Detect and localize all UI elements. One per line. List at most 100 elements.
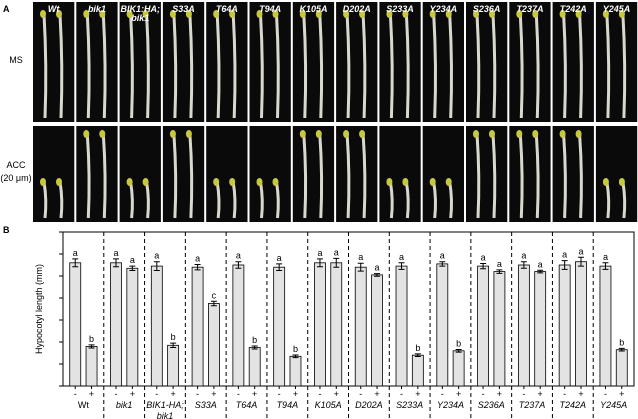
cotyledon	[489, 130, 495, 138]
photo	[379, 126, 421, 222]
significance-letter: a	[538, 259, 543, 269]
photo	[206, 126, 248, 222]
significance-letter: b	[415, 343, 420, 353]
seedling	[432, 181, 437, 219]
seedling	[129, 13, 134, 119]
treatment-label: +	[211, 389, 216, 399]
cotyledon	[169, 10, 176, 18]
treatment-label: +	[578, 389, 583, 399]
cotyledon	[602, 10, 609, 18]
seedling	[432, 13, 437, 119]
cotyledon	[126, 178, 133, 186]
treatment-label: -	[441, 389, 444, 399]
bar	[208, 303, 220, 387]
bar	[167, 344, 180, 387]
seedling	[215, 13, 221, 119]
treatment-label: -	[155, 389, 158, 399]
seedling	[578, 13, 583, 119]
bar	[599, 265, 612, 387]
bar	[452, 350, 465, 387]
seedling	[388, 181, 394, 219]
seedling	[231, 181, 237, 219]
significance-letter: a	[497, 259, 502, 269]
seedling	[85, 133, 91, 219]
label: S236A	[473, 4, 501, 14]
error-bar	[129, 265, 136, 271]
treatment-label: +	[619, 389, 624, 399]
seedling	[605, 181, 611, 219]
treatment-label: +	[170, 389, 175, 399]
error-bar	[602, 262, 609, 270]
significance-letter: a	[317, 248, 322, 258]
seedling	[42, 13, 48, 119]
error-bar	[480, 262, 487, 270]
seedling	[85, 13, 91, 119]
treatment-label: +	[538, 389, 543, 399]
cotyledon	[229, 10, 236, 18]
bar	[191, 266, 204, 387]
treatment-label: +	[89, 389, 94, 399]
cotyledon	[40, 10, 46, 18]
seedling	[101, 133, 107, 219]
significance-letter: a	[334, 247, 339, 257]
treatment-label: +	[334, 389, 339, 399]
cotyledon	[83, 130, 90, 138]
photo	[336, 126, 378, 222]
bar	[248, 347, 261, 387]
bar	[314, 262, 326, 387]
seedling	[259, 13, 264, 119]
label: T242A	[560, 4, 587, 14]
cotyledon	[185, 130, 192, 138]
seedling	[275, 181, 280, 219]
label: D202A	[343, 4, 371, 14]
cotyledon	[142, 10, 149, 18]
bar	[575, 261, 587, 387]
cotyledon	[185, 10, 192, 18]
photo	[336, 2, 378, 122]
cotyledon	[402, 178, 409, 186]
cotyledon	[386, 10, 393, 18]
error-bar	[537, 269, 544, 274]
label-line: bik1	[157, 411, 174, 419]
seedling	[58, 13, 64, 119]
cotyledon	[445, 10, 452, 18]
cotyledon	[602, 178, 609, 186]
significance-letter: b	[171, 332, 176, 342]
label: Wt	[48, 4, 60, 14]
label: S236A	[478, 400, 505, 410]
significance-letter: b	[456, 338, 461, 348]
error-bar	[439, 261, 446, 267]
treatment-label: -	[74, 389, 77, 399]
panel-label: B	[3, 225, 10, 235]
photo	[33, 2, 75, 122]
label: T94A	[259, 4, 281, 14]
photo	[292, 2, 335, 122]
treatment-label: -	[278, 389, 281, 399]
significance-letter: a	[277, 253, 282, 263]
significance-letter: a	[154, 251, 159, 261]
cotyledon	[516, 130, 523, 138]
error-bar	[113, 258, 120, 268]
cotyledon	[169, 130, 176, 138]
bar	[615, 349, 628, 387]
cotyledon	[142, 178, 149, 186]
significance-letter: a	[114, 248, 119, 258]
treatment-label: +	[497, 389, 502, 399]
cotyledon	[359, 130, 366, 138]
label: bik1	[116, 400, 133, 410]
significance-letter: b	[293, 344, 298, 354]
cotyledon	[473, 10, 479, 18]
label: T64A	[236, 400, 258, 410]
label: T237A	[516, 4, 543, 14]
error-bar	[357, 262, 364, 272]
error-bar	[153, 261, 160, 271]
label: Y245A	[600, 400, 627, 410]
cotyledon	[256, 178, 263, 186]
label: T64A	[216, 4, 238, 14]
cotyledon	[473, 130, 479, 138]
cotyledon	[532, 10, 539, 18]
treatment-label: -	[359, 389, 362, 399]
significance-letter: a	[358, 252, 363, 262]
